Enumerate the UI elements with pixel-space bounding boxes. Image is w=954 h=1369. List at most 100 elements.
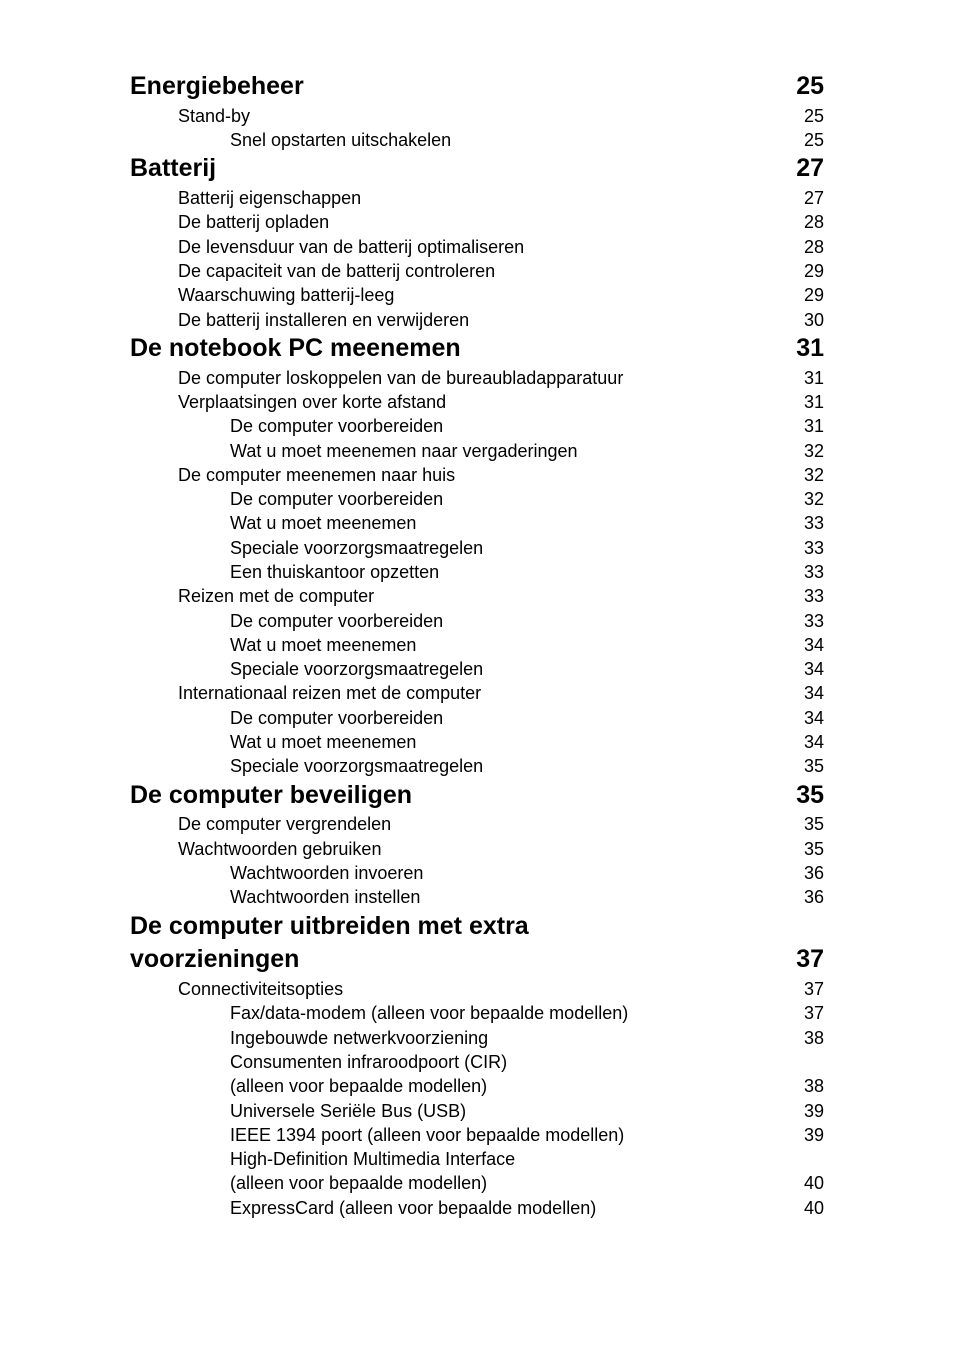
toc-entry-level-2: De levensduur van de batterij optimalise… <box>130 235 824 259</box>
toc-page: 33 <box>804 584 824 608</box>
toc-entry-level-3: De computer voorbereiden 31 <box>130 414 824 438</box>
toc-page: 32 <box>804 439 824 463</box>
toc-entry-level-2: De capaciteit van de batterij controlere… <box>130 259 824 283</box>
toc-page: 33 <box>804 609 824 633</box>
toc-page: 33 <box>804 536 824 560</box>
toc-title: Batterij eigenschappen <box>130 186 361 210</box>
toc-entry-h1-split-line1: De computer uitbreiden met extra <box>130 910 824 944</box>
toc-page: 34 <box>804 633 824 657</box>
toc-title: De computer voorbereiden <box>130 609 443 633</box>
toc-entry-level-1: De computer beveiligen35 <box>130 779 824 813</box>
toc-title: Snel opstarten uitschakelen <box>130 128 451 152</box>
toc-page: 35 <box>804 837 824 861</box>
toc-title: De computer uitbreiden met extra <box>130 910 529 944</box>
toc-page: 31 <box>804 366 824 390</box>
toc-title: De computer voorbereiden <box>130 487 443 511</box>
toc-page: 39 <box>804 1099 824 1123</box>
toc-title: (alleen voor bepaalde modellen) <box>130 1074 487 1098</box>
toc-page: 33 <box>804 511 824 535</box>
toc-page: 31 <box>804 390 824 414</box>
toc-title: De computer voorbereiden <box>130 414 443 438</box>
toc-page: 39 <box>804 1123 824 1147</box>
toc-entry-level-2: Stand-by25 <box>130 104 824 128</box>
toc-entry-level-3: Een thuiskantoor opzetten33 <box>130 560 824 584</box>
toc-title: Universele Seriële Bus (USB) <box>130 1099 466 1123</box>
toc-entry-level-2: Verplaatsingen over korte afstand 31 <box>130 390 824 414</box>
toc-title: De computer voorbereiden <box>130 706 443 730</box>
toc-title: Energiebeheer <box>130 70 304 104</box>
toc-page: 38 <box>804 1026 824 1050</box>
toc-page: 25 <box>804 128 824 152</box>
toc-entry-level-2: De batterij installeren en verwijderen30 <box>130 308 824 332</box>
toc-title: Wachtwoorden invoeren <box>130 861 423 885</box>
toc-entry-level-1: De notebook PC meenemen31 <box>130 332 824 366</box>
toc-title: Waarschuwing batterij-leeg <box>130 283 394 307</box>
toc-page: 34 <box>804 706 824 730</box>
toc-title: Wat u moet meenemen naar vergaderingen <box>130 439 578 463</box>
toc-title: Internationaal reizen met de computer <box>130 681 481 705</box>
toc-title: voorzieningen <box>130 943 299 977</box>
toc-page: 32 <box>804 487 824 511</box>
toc-entry-h1-split-line2: voorzieningen37 <box>130 943 824 977</box>
toc-title: De computer beveiligen <box>130 779 412 813</box>
toc-page: 40 <box>804 1196 824 1220</box>
toc-entry-level-3: (alleen voor bepaalde modellen)40 <box>130 1171 824 1195</box>
toc-entry-level-3: Ingebouwde netwerkvoorziening38 <box>130 1026 824 1050</box>
toc-title: IEEE 1394 poort (alleen voor bepaalde mo… <box>130 1123 624 1147</box>
toc-entry-level-3: Wachtwoorden instellen 36 <box>130 885 824 909</box>
toc-title: De computer meenemen naar huis <box>130 463 455 487</box>
toc-page: 25 <box>804 104 824 128</box>
toc-page: 35 <box>804 812 824 836</box>
toc-title: De notebook PC meenemen <box>130 332 461 366</box>
toc-page: 28 <box>804 235 824 259</box>
toc-page: 25 <box>796 70 824 104</box>
toc-title: Wat u moet meenemen <box>130 633 416 657</box>
toc-page: 34 <box>804 730 824 754</box>
toc-title: Consumenten infraroodpoort (CIR) <box>130 1050 507 1074</box>
toc-title: Batterij <box>130 152 216 186</box>
toc-page: 38 <box>804 1074 824 1098</box>
toc-page: 31 <box>804 414 824 438</box>
toc-page: 34 <box>804 681 824 705</box>
toc-title: Wat u moet meenemen <box>130 730 416 754</box>
toc-entry-level-1: Energiebeheer 25 <box>130 70 824 104</box>
toc-title: (alleen voor bepaalde modellen) <box>130 1171 487 1195</box>
toc-title: De capaciteit van de batterij controlere… <box>130 259 495 283</box>
toc-entry-level-2: Internationaal reizen met de computer 34 <box>130 681 824 705</box>
toc-entry-level-2: Connectiviteitsopties37 <box>130 977 824 1001</box>
toc-title: High-Definition Multimedia Interface <box>130 1147 515 1171</box>
toc-page: 30 <box>804 308 824 332</box>
toc-entry-level-3: Universele Seriële Bus (USB) 39 <box>130 1099 824 1123</box>
toc-entry-level-3: Snel opstarten uitschakelen 25 <box>130 128 824 152</box>
toc-title: Speciale voorzorgsmaatregelen <box>130 536 483 560</box>
toc-entry-level-3: De computer voorbereiden 32 <box>130 487 824 511</box>
toc-title: De levensduur van de batterij optimalise… <box>130 235 524 259</box>
toc-title: Wachtwoorden instellen <box>130 885 420 909</box>
toc-entry-level-3: Wat u moet meenemen 34 <box>130 633 824 657</box>
toc-page: 36 <box>804 885 824 909</box>
toc-title: De batterij opladen <box>130 210 329 234</box>
toc-page: 33 <box>804 560 824 584</box>
toc-page: 34 <box>804 657 824 681</box>
toc-entry-level-3: Speciale voorzorgsmaatregelen35 <box>130 754 824 778</box>
toc-page: 36 <box>804 861 824 885</box>
toc-page: 27 <box>804 186 824 210</box>
toc-entry-level-1: Batterij 27 <box>130 152 824 186</box>
toc-entry-level-2: Waarschuwing batterij-leeg 29 <box>130 283 824 307</box>
toc-entry-level-3: Wat u moet meenemen naar vergaderingen 32 <box>130 439 824 463</box>
toc-page: 32 <box>804 463 824 487</box>
toc-title: Reizen met de computer <box>130 584 374 608</box>
toc-entry-level-3: Consumenten infraroodpoort (CIR) <box>130 1050 824 1074</box>
table-of-contents: Energiebeheer 25Stand-by25Snel opstarten … <box>130 70 824 1220</box>
toc-entry-level-2: Batterij eigenschappen 27 <box>130 186 824 210</box>
toc-title: Connectiviteitsopties <box>130 977 343 1001</box>
toc-page: 27 <box>796 152 824 186</box>
toc-entry-level-3: (alleen voor bepaalde modellen) 38 <box>130 1074 824 1098</box>
toc-entry-level-3: Speciale voorzorgsmaatregelen 33 <box>130 536 824 560</box>
toc-page: 28 <box>804 210 824 234</box>
toc-entry-level-3: IEEE 1394 poort (alleen voor bepaalde mo… <box>130 1123 824 1147</box>
toc-entry-level-2: De computer vergrendelen35 <box>130 812 824 836</box>
toc-page: 29 <box>804 283 824 307</box>
toc-title: Wat u moet meenemen <box>130 511 416 535</box>
toc-title: Verplaatsingen over korte afstand <box>130 390 446 414</box>
